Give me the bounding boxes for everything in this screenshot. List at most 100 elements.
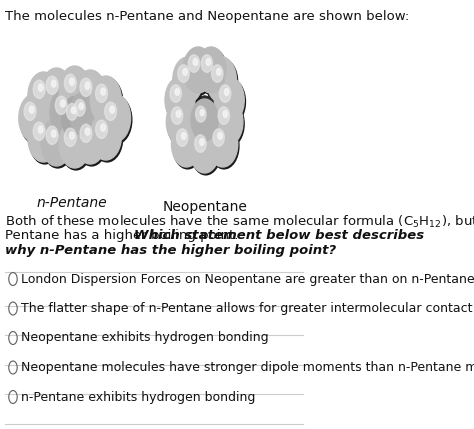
Circle shape <box>207 57 237 103</box>
Circle shape <box>20 96 51 144</box>
Circle shape <box>172 107 182 124</box>
Circle shape <box>100 94 130 142</box>
Circle shape <box>193 58 198 65</box>
Circle shape <box>28 72 59 120</box>
Circle shape <box>29 106 34 113</box>
Text: n-Pentane exhibits hydrogen bonding: n-Pentane exhibits hydrogen bonding <box>21 390 256 404</box>
Circle shape <box>70 78 74 85</box>
Text: Which statement below best describes: Which statement below best describes <box>134 229 424 242</box>
Circle shape <box>219 85 231 102</box>
Circle shape <box>223 111 228 118</box>
Circle shape <box>24 102 36 121</box>
Circle shape <box>62 96 90 140</box>
Circle shape <box>178 65 189 82</box>
Circle shape <box>110 106 115 113</box>
Circle shape <box>64 74 76 92</box>
Circle shape <box>79 104 100 136</box>
Circle shape <box>175 88 180 95</box>
Circle shape <box>42 120 73 168</box>
Circle shape <box>66 103 77 120</box>
Circle shape <box>64 128 76 146</box>
Circle shape <box>218 133 222 139</box>
Circle shape <box>36 102 56 134</box>
Circle shape <box>71 94 99 138</box>
Circle shape <box>174 59 204 105</box>
Circle shape <box>90 76 121 124</box>
Circle shape <box>185 114 201 138</box>
Text: Neopentane molecules have stronger dipole moments than n-Pentane molecules: Neopentane molecules have stronger dipol… <box>21 361 474 374</box>
Circle shape <box>55 96 67 115</box>
Circle shape <box>76 72 107 120</box>
Circle shape <box>201 55 213 73</box>
Circle shape <box>91 114 123 162</box>
Circle shape <box>213 99 243 145</box>
Circle shape <box>191 99 218 141</box>
Circle shape <box>177 129 188 146</box>
Circle shape <box>200 109 204 116</box>
Circle shape <box>60 68 91 116</box>
Circle shape <box>100 96 132 144</box>
Circle shape <box>59 66 90 114</box>
Circle shape <box>85 82 90 89</box>
Circle shape <box>59 120 90 168</box>
Circle shape <box>38 126 43 133</box>
Circle shape <box>80 78 92 97</box>
Circle shape <box>208 59 237 105</box>
Circle shape <box>33 122 45 140</box>
Circle shape <box>209 82 224 106</box>
Circle shape <box>197 49 227 95</box>
Circle shape <box>79 103 83 109</box>
Circle shape <box>63 98 91 142</box>
Circle shape <box>170 85 182 102</box>
Circle shape <box>192 101 219 143</box>
Circle shape <box>96 120 108 139</box>
Circle shape <box>75 116 106 164</box>
Circle shape <box>70 132 74 139</box>
Text: Both of these molecules have the same molecular formula (C$_5$H$_{12}$), but n-: Both of these molecules have the same mo… <box>5 214 474 230</box>
Circle shape <box>183 47 213 93</box>
Circle shape <box>209 114 224 138</box>
Circle shape <box>46 126 58 145</box>
Circle shape <box>200 139 204 145</box>
Circle shape <box>209 123 239 169</box>
Circle shape <box>214 77 244 123</box>
Circle shape <box>217 69 221 76</box>
Circle shape <box>166 79 196 125</box>
Circle shape <box>80 124 92 142</box>
Circle shape <box>50 88 81 136</box>
Text: Neopentane: Neopentane <box>162 200 247 214</box>
Circle shape <box>195 135 206 152</box>
Text: Neopentane exhibits hydrogen bonding: Neopentane exhibits hydrogen bonding <box>21 332 269 344</box>
Circle shape <box>196 106 206 122</box>
Circle shape <box>76 118 107 166</box>
Circle shape <box>51 80 56 87</box>
Circle shape <box>90 112 121 160</box>
Circle shape <box>196 47 226 93</box>
Circle shape <box>213 129 224 146</box>
Circle shape <box>165 77 195 123</box>
Circle shape <box>91 78 123 126</box>
Circle shape <box>214 101 244 147</box>
Circle shape <box>29 116 60 164</box>
Circle shape <box>93 102 114 134</box>
Circle shape <box>75 70 106 118</box>
Circle shape <box>173 123 202 169</box>
Circle shape <box>41 68 72 116</box>
Circle shape <box>172 121 201 167</box>
Circle shape <box>85 128 90 135</box>
Circle shape <box>64 100 85 132</box>
Circle shape <box>212 65 223 82</box>
Text: London Dispersion Forces on Neopentane are greater than on n-Pentane: London Dispersion Forces on Neopentane a… <box>21 272 474 286</box>
Circle shape <box>188 55 200 73</box>
Circle shape <box>38 84 43 91</box>
Circle shape <box>50 98 71 130</box>
Circle shape <box>61 100 65 107</box>
Text: Pentane has a higher boiling point.: Pentane has a higher boiling point. <box>5 229 247 242</box>
Circle shape <box>51 90 82 138</box>
Circle shape <box>71 107 75 114</box>
Text: The flatter shape of n-Pentane allows for greater intermolecular contact: The flatter shape of n-Pentane allows fo… <box>21 302 473 315</box>
Text: The molecules n-Pentane and Neopentane are shown below:: The molecules n-Pentane and Neopentane a… <box>5 10 410 23</box>
Circle shape <box>195 96 214 124</box>
Circle shape <box>216 79 246 125</box>
Circle shape <box>166 99 196 145</box>
